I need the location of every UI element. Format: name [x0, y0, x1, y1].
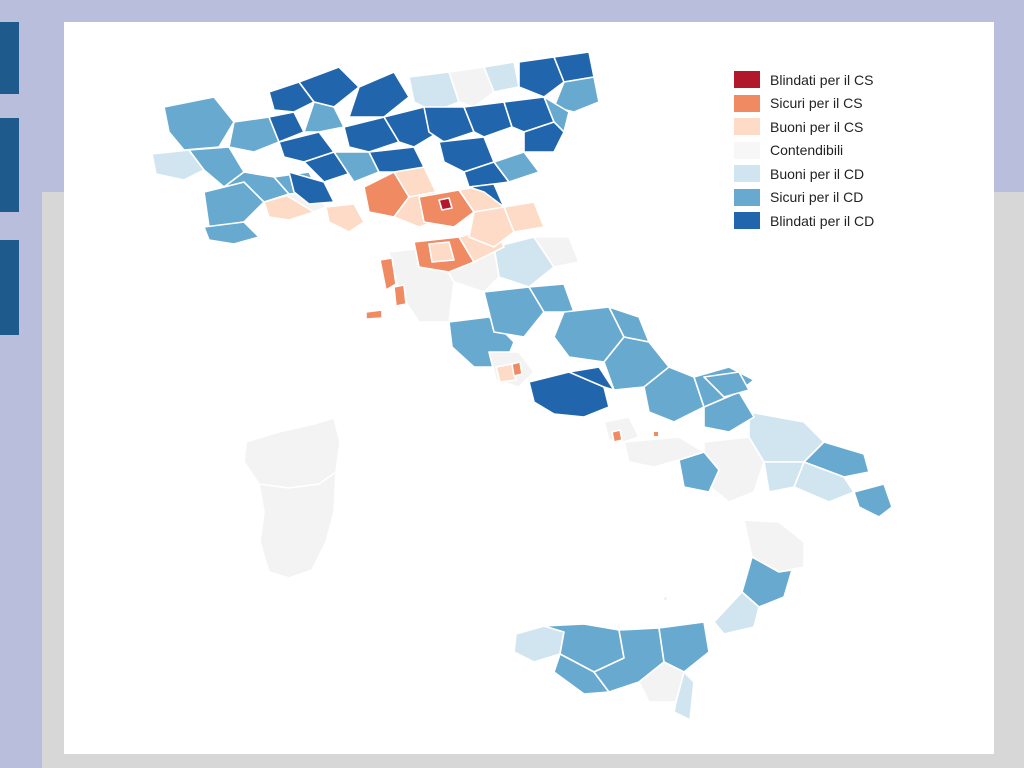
region-puglia-2	[803, 441, 870, 478]
region-lecco	[303, 101, 345, 133]
legend-swatch	[734, 212, 760, 230]
region-vicenza	[463, 101, 513, 138]
region-marche-2	[533, 236, 580, 268]
region-rome-cs2	[511, 361, 523, 377]
region-piedmont-nw	[163, 96, 235, 151]
region-como	[298, 66, 360, 108]
region-sardinia-north	[243, 417, 341, 489]
region-campania-south	[623, 436, 705, 468]
legend-item-blindati-cs: Blindati per il CS	[734, 68, 914, 92]
legend-label: Buoni per il CS	[770, 118, 864, 135]
slide: Blindati per il CS Sicuri per il CS Buon…	[64, 22, 994, 754]
legend-label: Blindati per il CD	[770, 212, 875, 229]
region-veneto-east	[523, 121, 565, 153]
region-sicily-4	[658, 621, 710, 673]
legend-item-buoni-cd: Buoni per il CD	[734, 162, 914, 186]
region-naples-cs	[611, 429, 623, 443]
legend-item-buoni-cs: Buoni per il CS	[734, 115, 914, 139]
region-spezia	[325, 203, 365, 233]
italy-constituency-map	[151, 51, 893, 721]
region-verona	[423, 106, 475, 143]
region-sardinia-south	[258, 471, 337, 579]
region-belluno	[518, 56, 565, 98]
legend-item-blindati-cd: Blindati per il CD	[734, 209, 914, 233]
region-gargano	[703, 371, 750, 398]
region-sondrio	[348, 71, 410, 118]
legend-item-sicuri-cs: Sicuri per il CS	[734, 92, 914, 116]
region-rimini	[503, 201, 545, 233]
region-calabria-south	[713, 591, 760, 635]
region-romagna	[468, 206, 515, 248]
region-piombino	[393, 284, 407, 307]
region-florence-core	[428, 241, 455, 263]
northern-italy	[151, 51, 600, 245]
region-taranto	[763, 461, 805, 493]
legend-swatch	[734, 141, 760, 159]
region-cuneo	[203, 221, 260, 245]
legend-label: Contendibili	[770, 142, 844, 159]
side-bar-middle	[0, 118, 19, 212]
region-bologna-core	[438, 197, 453, 211]
legend-swatch	[734, 165, 760, 183]
region-sicily-2	[553, 653, 610, 695]
sicily	[513, 621, 710, 721]
side-bar-top	[0, 22, 19, 94]
legend-item-contendibili: Contendibili	[734, 139, 914, 163]
legend-label: Buoni per il CD	[770, 165, 865, 182]
calabria	[713, 519, 805, 635]
south-mainland	[603, 411, 893, 518]
legend-swatch	[734, 71, 760, 89]
region-rome-cs	[495, 363, 517, 383]
region-ossola	[268, 81, 315, 113]
side-bar-bottom	[0, 240, 19, 335]
region-sicily-southeast	[673, 671, 695, 721]
legend-swatch	[734, 188, 760, 206]
legend-label: Blindati per il CS	[770, 71, 874, 88]
region-novara	[228, 116, 280, 153]
region-salento	[853, 483, 893, 518]
legend-swatch	[734, 118, 760, 136]
legend-label: Sicuri per il CD	[770, 189, 864, 206]
region-mantua	[368, 146, 425, 173]
legend-label: Sicuri per il CS	[770, 95, 863, 112]
region-venice	[493, 151, 540, 183]
region-livorno	[379, 257, 397, 291]
map-legend: Blindati per il CS Sicuri per il CS Buon…	[734, 68, 914, 233]
region-umbria	[483, 286, 545, 338]
region-polesine	[468, 183, 505, 208]
region-sicily-west	[513, 625, 565, 663]
region-bergamo	[343, 116, 400, 153]
region-pavia	[288, 171, 335, 205]
sardinia	[243, 417, 341, 579]
island-ischia-cs	[654, 432, 658, 436]
region-bolzano	[448, 66, 495, 108]
central-italy	[365, 226, 755, 433]
island-aeolian	[664, 597, 667, 600]
region-elba	[365, 309, 383, 320]
legend-item-sicuri-cd: Sicuri per il CD	[734, 186, 914, 210]
legend-swatch	[734, 94, 760, 112]
region-friuli-2	[553, 76, 600, 113]
region-aosta	[151, 149, 205, 181]
